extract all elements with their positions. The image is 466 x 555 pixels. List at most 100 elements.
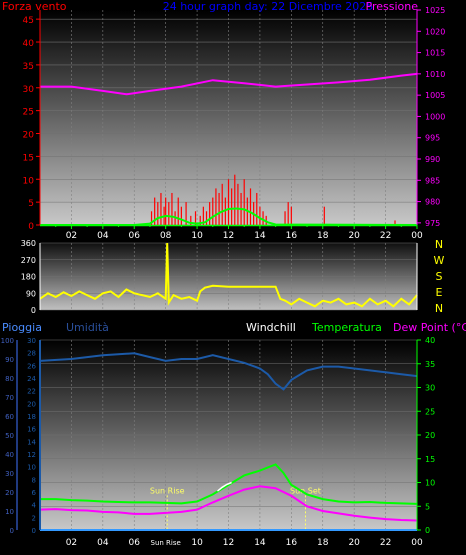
- windchill-line: [217, 481, 232, 492]
- pressure-tick-label: 1015: [425, 49, 445, 58]
- compass-label: S: [436, 270, 443, 283]
- wind-gust-bar: [190, 215, 192, 225]
- pressure-axis-title: Pressione: [366, 0, 419, 13]
- wind-pressure-panel: 0510152025303540459759809859909951000100…: [2, 0, 445, 241]
- humidity-tick-label: 20: [27, 400, 36, 408]
- pressure-tick-label: 995: [425, 134, 440, 143]
- wind-gust-bar: [168, 202, 170, 225]
- humidity-tick-label: 24: [27, 375, 36, 383]
- wind-axes: 0510152025303540459759809859909951000100…: [23, 6, 446, 241]
- humidity-tick-label: 14: [27, 438, 36, 446]
- wind-gust-bar: [165, 197, 167, 225]
- temperature-tick-label: 30: [425, 384, 435, 393]
- dew-point-legend: Dew Point (°C): [393, 321, 466, 334]
- wind-gust-bar: [202, 206, 204, 225]
- wind-tick-label: 45: [23, 16, 34, 26]
- wind-tick-label: 5: [28, 199, 34, 209]
- pressure-tick-label: 1005: [425, 91, 445, 100]
- rain-percent-tick-label: 20: [5, 489, 14, 497]
- sun-marker-label: Sun Rise: [150, 486, 185, 495]
- wind-gust-bar: [290, 206, 292, 225]
- pressure-tick-label: 1010: [425, 70, 445, 79]
- wind-gust-bar: [231, 188, 233, 225]
- wind-tick-label: 30: [23, 85, 35, 95]
- wind-gust-bar: [262, 211, 264, 225]
- wind-gust-bar: [394, 220, 396, 225]
- humidity-axis-title: Umidità: [66, 321, 109, 334]
- compass-label: E: [436, 286, 443, 299]
- hour-label: 04: [97, 538, 109, 548]
- wind-gust-bar: [218, 192, 220, 225]
- rain-percent-tick-label: 60: [5, 413, 14, 421]
- wind-gust-bar: [249, 188, 252, 225]
- pressure-tick-label: 985: [425, 176, 440, 185]
- hour-label: 14: [254, 538, 266, 548]
- wind-gust-bar: [227, 179, 230, 225]
- rain-percent-tick-label: 50: [5, 432, 14, 440]
- direction-tick-label: 90: [26, 289, 36, 298]
- hour-label: 08: [160, 231, 172, 241]
- rain-percent-tick-label: 80: [5, 375, 14, 383]
- wind-gust-bar: [323, 206, 325, 225]
- humidity-tick-label: 26: [27, 362, 36, 370]
- wind-gust-bar: [180, 206, 182, 225]
- dew-point-line: [39, 485, 418, 522]
- wind-tick-label: 40: [23, 39, 35, 49]
- direction-tick-label: 180: [21, 273, 36, 282]
- wind-gust-bar: [287, 202, 289, 225]
- hour-label: 02: [66, 538, 77, 548]
- hour-label: 18: [317, 231, 329, 241]
- rain-percent-tick-label: 70: [5, 394, 14, 402]
- chart-title: 24 hour graph day: 22 Dicembre 2025: [163, 0, 374, 13]
- hour-label: 10: [191, 538, 203, 548]
- temperature-axes: 0510152025303540010203040506070809010002…: [1, 336, 436, 548]
- wind-tick-label: 20: [23, 131, 35, 141]
- rain-percent-tick-label: 30: [5, 470, 14, 478]
- wind-average-line: [40, 207, 418, 226]
- humidity-tick-label: 16: [27, 426, 36, 434]
- hour-label: 04: [97, 231, 109, 241]
- wind-gust-bar: [212, 197, 214, 225]
- compass-label: W: [434, 254, 445, 267]
- humidity-tick-label: 12: [27, 451, 36, 459]
- wind-tick-label: 10: [23, 176, 35, 186]
- wind-gust-bar: [185, 202, 187, 225]
- hour-label: 22: [380, 538, 391, 548]
- wind-gust-bar: [157, 202, 159, 225]
- wind-gust-bar: [243, 179, 245, 225]
- wind-gust-bar: [237, 183, 239, 225]
- humidity-tick-label: 10: [27, 464, 36, 472]
- pressure-tick-label: 975: [425, 219, 440, 228]
- temperature-tick-label: 5: [425, 502, 430, 511]
- hour-label: 12: [223, 231, 234, 241]
- rain-percent-tick-label: 0: [10, 527, 14, 535]
- temperature-tick-label: 20: [425, 431, 435, 440]
- compass-label: N: [435, 302, 443, 315]
- temperature-tick-label: 25: [425, 407, 435, 416]
- wind-axis-title: Forza vento: [2, 0, 67, 13]
- humidity-line: [39, 352, 418, 391]
- direction-tick-label: 0: [31, 306, 36, 315]
- hour-label: 22: [380, 231, 391, 241]
- hour-label: 20: [348, 231, 360, 241]
- humidity-tick-label: 6: [32, 489, 37, 497]
- wind-gust-bar: [150, 211, 153, 225]
- wind-gust-bar: [205, 211, 208, 225]
- rain-percent-tick-label: 10: [5, 508, 14, 516]
- wind-gust-bar: [259, 206, 261, 225]
- wind-gust-bar: [256, 192, 258, 225]
- pressure-tick-label: 980: [425, 198, 440, 207]
- hour-label: 06: [129, 538, 141, 548]
- windchill-legend: Windchill: [246, 321, 296, 334]
- temperature-humidity-panel: Sun Rise Sun Set 051015202530354001020304…: [1, 321, 466, 548]
- wind-tick-label: 0: [28, 222, 34, 232]
- wind-gust-bar: [199, 215, 201, 225]
- direction-tick-label: 360: [21, 239, 36, 248]
- humidity-tick-label: 22: [27, 388, 36, 396]
- wind-gust-bar: [160, 192, 162, 225]
- wind-gust-bar: [234, 174, 236, 225]
- compass-label: N: [435, 238, 443, 251]
- wind-gust-bar: [194, 211, 197, 225]
